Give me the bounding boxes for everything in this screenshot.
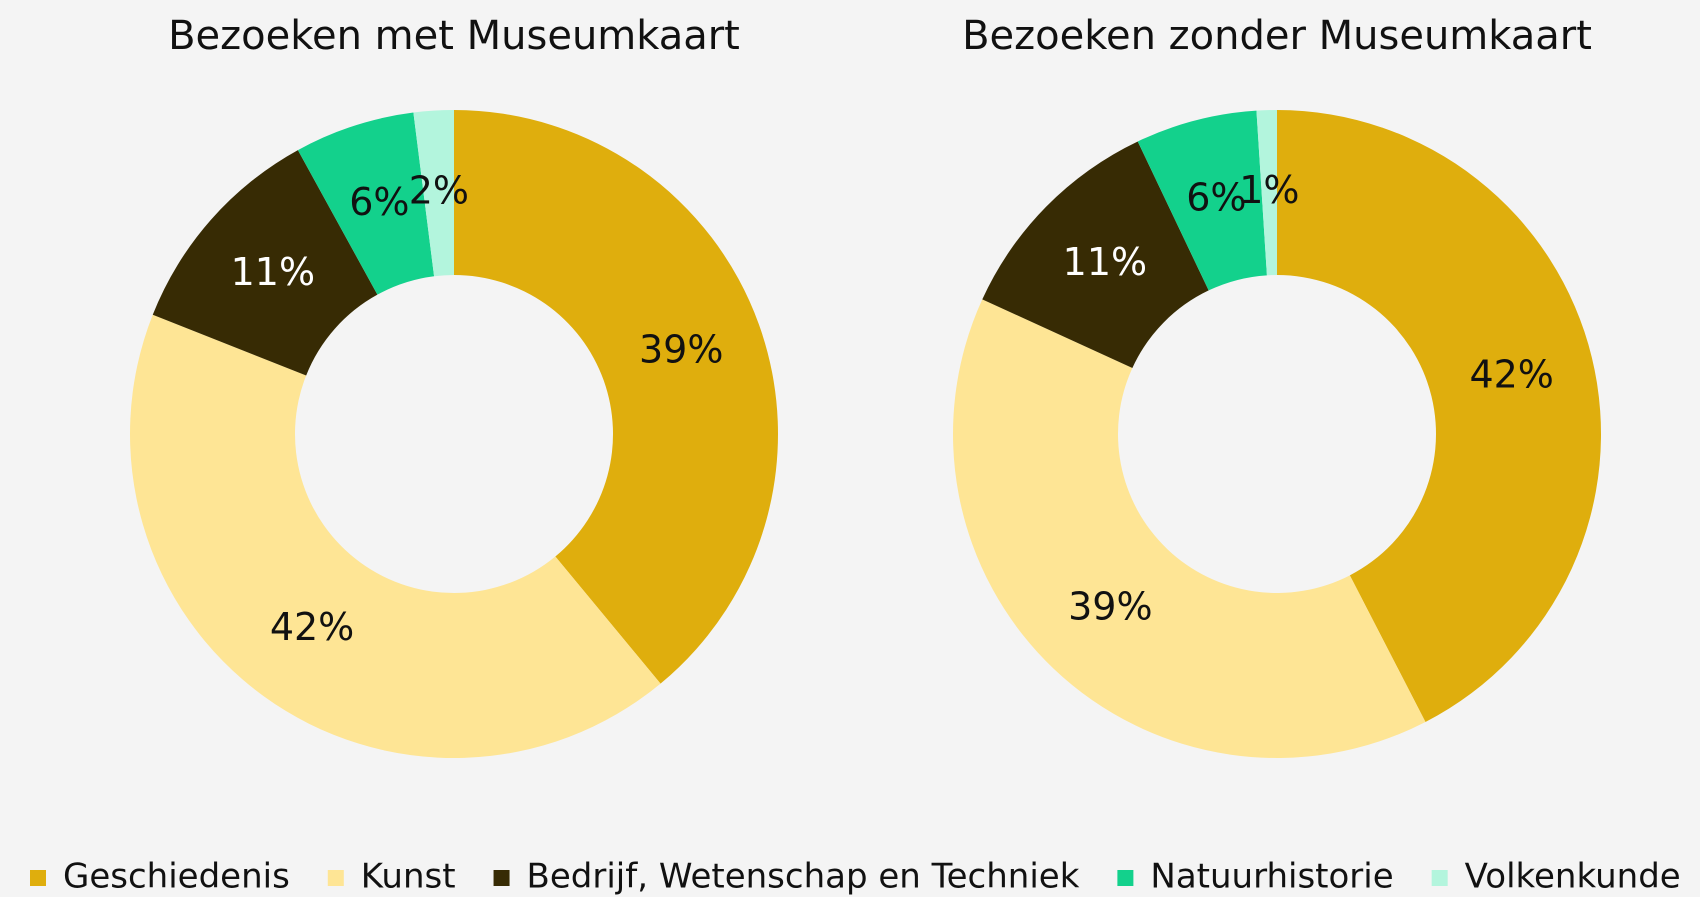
legend-label: Natuurhistorie	[1150, 857, 1393, 897]
slice	[129, 314, 661, 759]
data-label: 42%	[1469, 353, 1553, 397]
legend-label: Geschiedenis	[63, 857, 290, 897]
slice	[413, 110, 454, 277]
legend-swatch	[327, 870, 344, 886]
data-label: 2%	[409, 168, 469, 212]
legend-swatch	[1117, 870, 1134, 886]
slice	[982, 141, 1209, 368]
slice	[152, 150, 378, 376]
legend-label: Volkenkunde	[1465, 857, 1681, 897]
slice	[953, 299, 1426, 758]
data-label: 6%	[1186, 176, 1246, 220]
data-label: 39%	[1068, 584, 1152, 628]
slice	[1277, 110, 1601, 722]
slice	[1137, 110, 1267, 291]
legend-label: Bedrijf, Wetenschap en Techniek	[527, 857, 1080, 897]
data-label: 39%	[639, 328, 723, 372]
legend-swatch	[30, 870, 46, 886]
data-label: 6%	[349, 180, 409, 224]
slice	[1256, 110, 1277, 276]
data-label: 42%	[270, 605, 354, 649]
legend-swatch	[1431, 870, 1448, 886]
data-label: 1%	[1239, 168, 1299, 212]
data-label: 11%	[1063, 240, 1147, 284]
data-label: 11%	[231, 250, 315, 294]
slice	[454, 110, 779, 684]
chart-title: Bezoeken met Museumkaart	[168, 13, 740, 59]
legend-swatch	[493, 870, 510, 886]
slice	[297, 112, 435, 295]
legend-label: Kunst	[361, 857, 456, 897]
chart-title: Bezoeken zonder Museumkaart	[962, 13, 1592, 59]
